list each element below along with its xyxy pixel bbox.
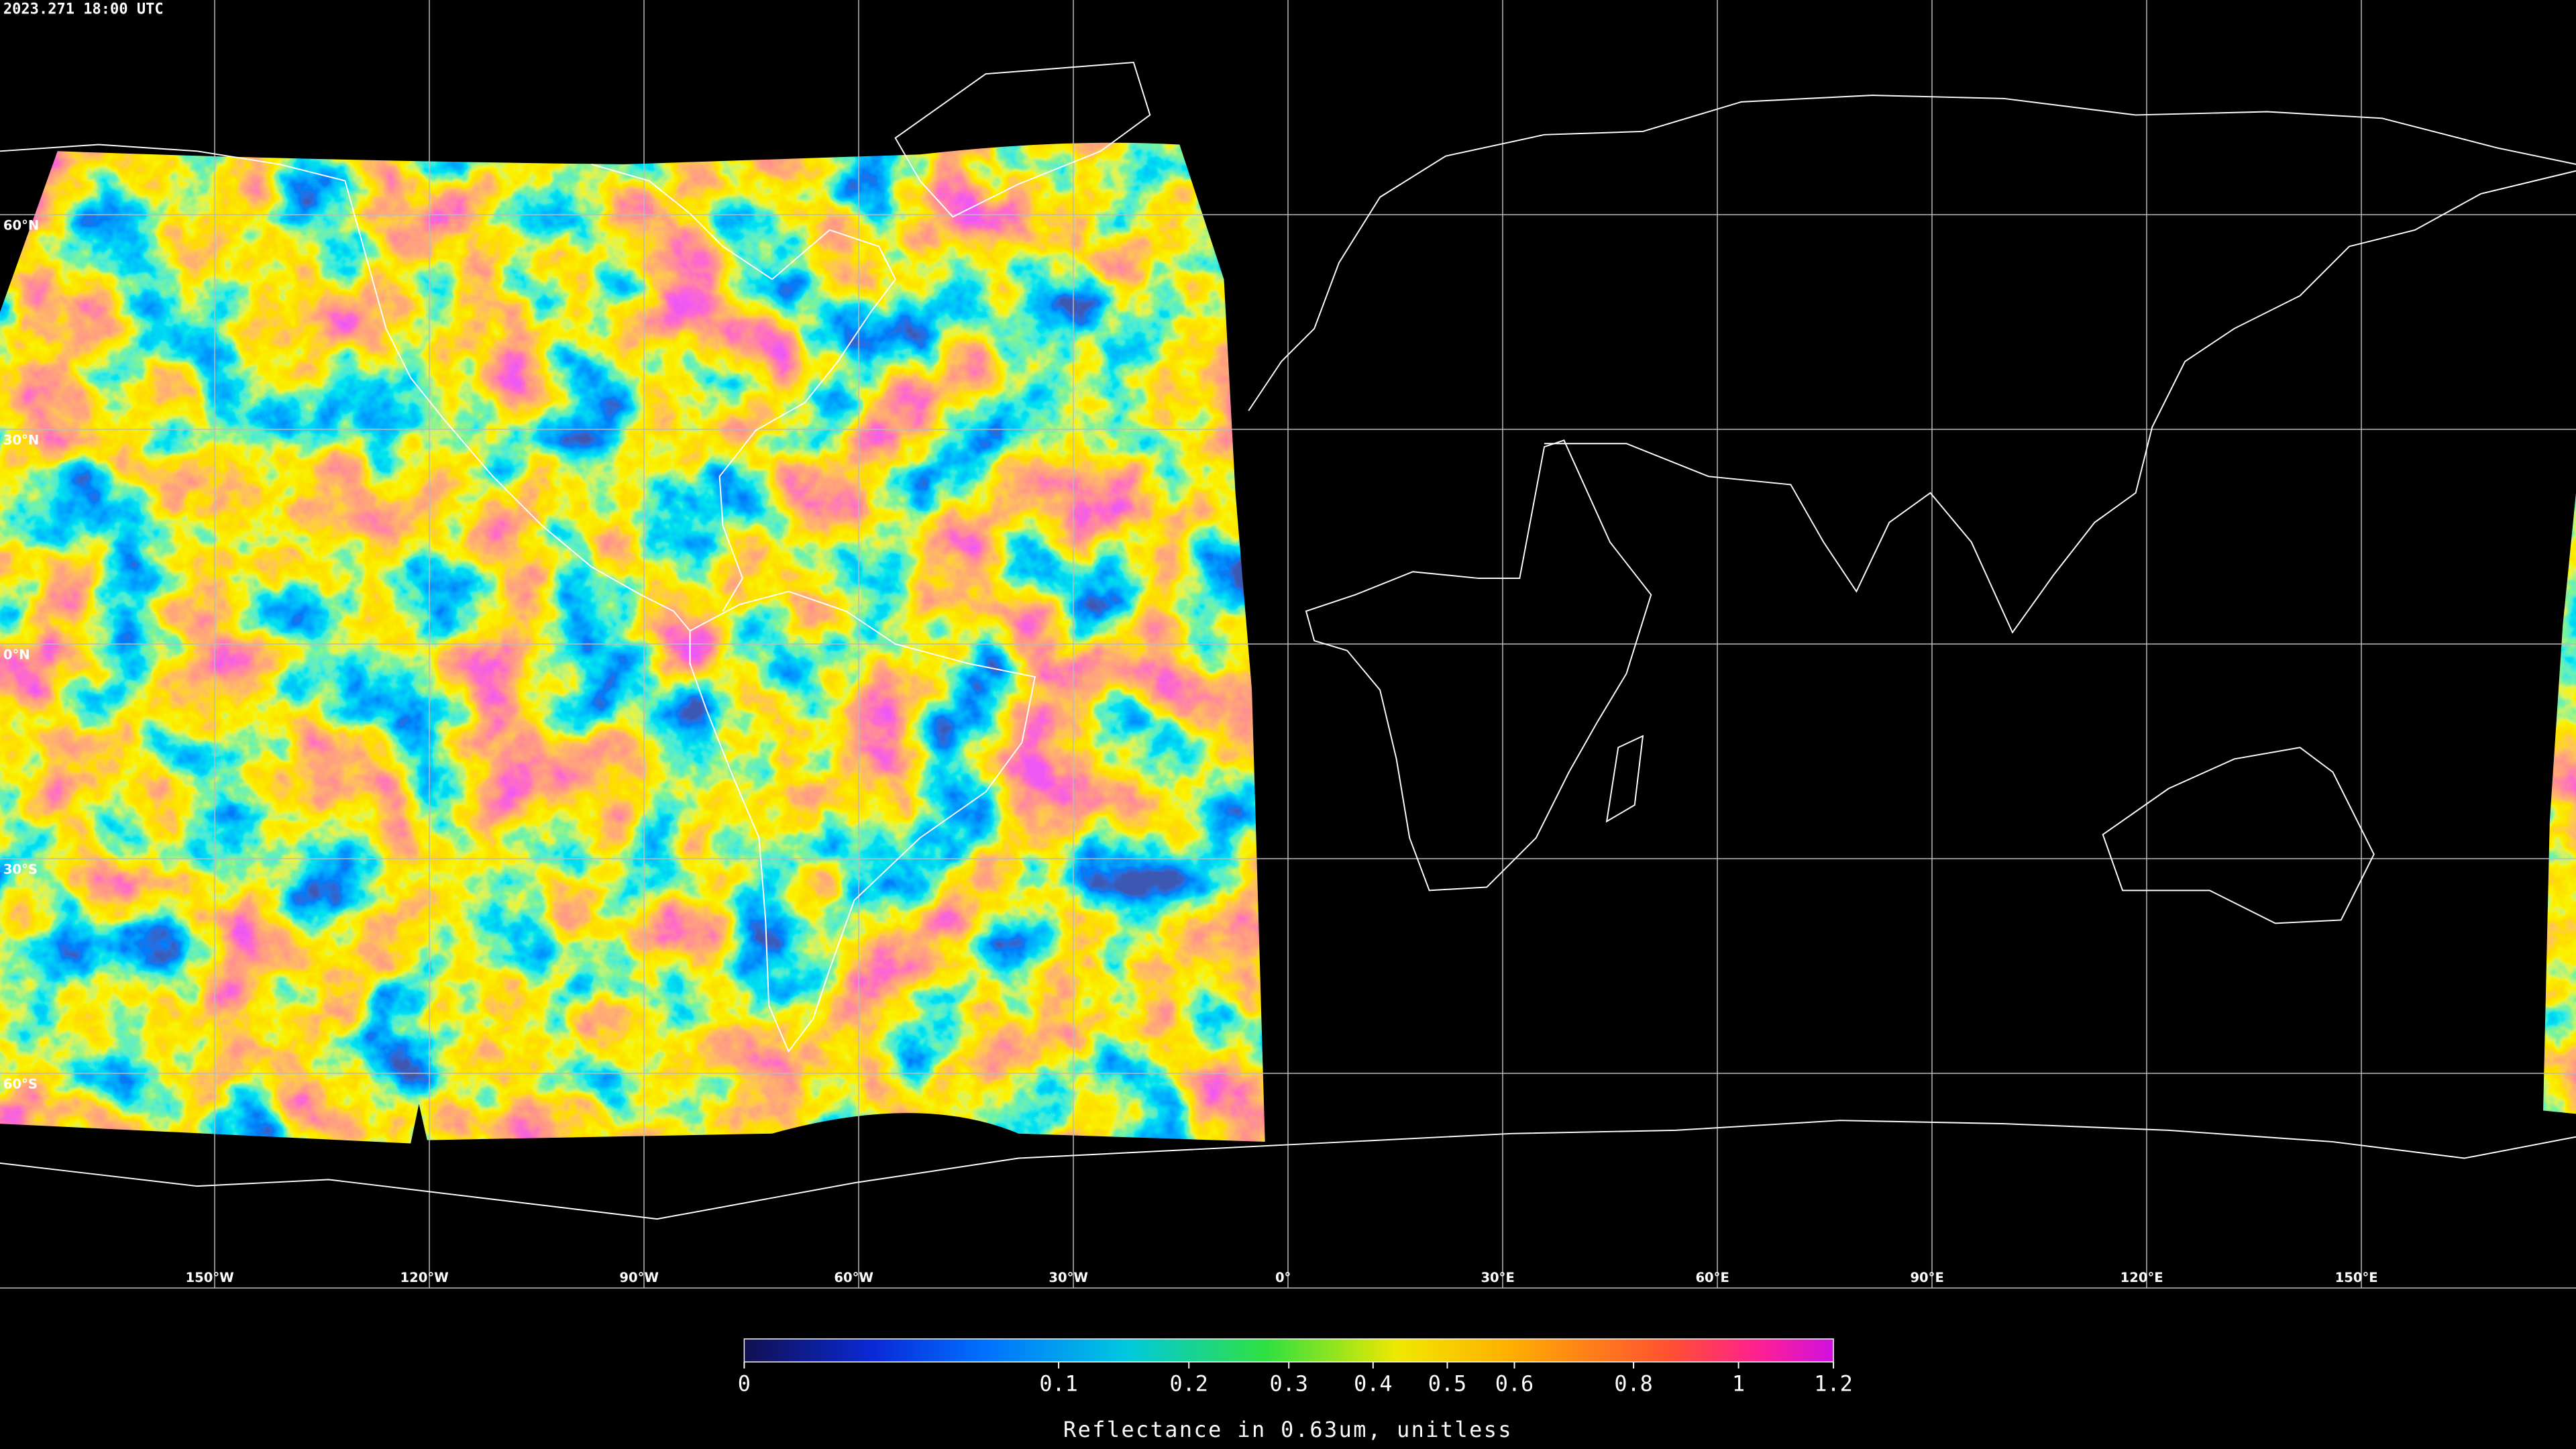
lon-label: 30°E (1481, 1270, 1514, 1285)
coast-greenland (894, 62, 1151, 218)
coast-madagascar (1605, 735, 1644, 823)
graticule: 150°W 120°W 90°W 60°W 30°W 0° 30°E 60°E 90°E 120°… (0, 0, 2576, 1289)
coast-north-america (0, 144, 896, 632)
colorbar-tick-label: 0 (738, 1371, 751, 1396)
lat-label: 30°N (3, 433, 39, 448)
colorbar-ticks: 0 0.1 0.2 0.3 0.4 0.5 0.6 0.8 1 1.2 (738, 1362, 1853, 1396)
lon-label: 0° (1275, 1270, 1291, 1285)
lat-label: 60°S (3, 1077, 38, 1092)
colorbar-tick-label: 0.4 (1354, 1371, 1393, 1396)
lat-label: 30°S (3, 862, 38, 877)
lon-label: 60°W (834, 1270, 873, 1285)
lon-label: 60°E (1695, 1270, 1729, 1285)
lon-label: 150°E (2335, 1270, 2378, 1285)
colorbar-tick-label: 0.1 (1039, 1371, 1078, 1396)
coast-antarctica (0, 1120, 2576, 1220)
lat-label: 60°N (3, 218, 39, 233)
colorbar-tick-label: 0.5 (1428, 1371, 1467, 1396)
colorbar (743, 1338, 1834, 1362)
colorbar-title: Reflectance in 0.63um, unitless (1063, 1417, 1513, 1442)
coast-south-asia (1544, 170, 2576, 634)
lon-label: 120°E (2121, 1270, 2163, 1285)
coast-africa (1305, 439, 1652, 892)
coast-eurasia (1248, 95, 2576, 411)
coastlines (0, 62, 2576, 1220)
colorbar-tick-label: 0.2 (1169, 1371, 1208, 1396)
coast-south-america (689, 590, 1036, 1053)
timestamp: 2023.271 18:00 UTC (3, 1, 164, 18)
colorbar-tick-label: 0.3 (1269, 1371, 1308, 1396)
colorbar-tick-label: 1.2 (1814, 1371, 1853, 1396)
lon-label: 30°W (1049, 1270, 1088, 1285)
colorbar-tick-label: 1 (1732, 1371, 1745, 1396)
lon-label: 150°W (186, 1270, 234, 1285)
lon-label: 90°W (619, 1270, 659, 1285)
lon-label: 90°E (1910, 1270, 1943, 1285)
coast-australia (2102, 747, 2375, 924)
lat-label: 0°N (3, 647, 30, 663)
lon-label: 120°W (400, 1270, 449, 1285)
colorbar-tick-label: 0.6 (1495, 1371, 1534, 1396)
colorbar-tick-label: 0.8 (1614, 1371, 1653, 1396)
